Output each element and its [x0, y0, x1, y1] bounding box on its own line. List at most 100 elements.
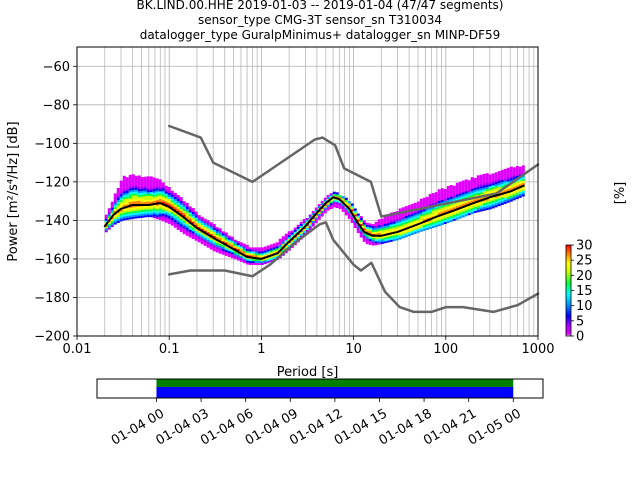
density-cell: [332, 203, 336, 206]
density-cell: [248, 258, 252, 262]
density-cell: [455, 186, 459, 189]
density-cell: [215, 232, 219, 236]
density-cell: [353, 210, 357, 213]
density-cell: [122, 191, 126, 194]
density-cell: [155, 178, 159, 181]
density-cell: [152, 208, 156, 211]
density-cell: [272, 245, 276, 248]
colorbar-gradient: [565, 244, 572, 337]
density-cell: [350, 207, 354, 210]
density-cell: [380, 235, 384, 239]
density-cell: [185, 208, 189, 211]
density-cell: [125, 209, 129, 213]
density-cell: [293, 227, 297, 230]
density-cell: [110, 207, 114, 210]
density-cell: [365, 230, 369, 233]
density-cell: [440, 215, 444, 218]
colorbar-tick-label: 25: [576, 254, 593, 269]
density-cell: [476, 183, 480, 186]
density-cell: [116, 205, 120, 208]
density-cell: [455, 205, 459, 209]
density-cell: [296, 234, 300, 237]
density-cell: [491, 179, 495, 182]
density-cell: [263, 252, 267, 255]
density-cell: [119, 190, 123, 193]
density-cell: [308, 228, 312, 231]
density-cell: [152, 214, 156, 217]
density-cell: [437, 222, 441, 225]
density-cell: [119, 196, 123, 199]
density-cell: [122, 193, 126, 196]
density-cell: [512, 190, 516, 193]
density-cell: [173, 192, 177, 196]
density-cell: [113, 206, 117, 210]
density-cell: [131, 178, 135, 181]
density-cell: [443, 204, 447, 207]
density-cell: [359, 221, 363, 225]
density-cell: [437, 223, 441, 227]
density-cell: [485, 173, 489, 176]
density-cell: [416, 203, 420, 206]
density-cell: [107, 225, 111, 228]
density-cell: [515, 189, 519, 192]
density-cell: [482, 204, 486, 207]
density-cell: [137, 198, 141, 201]
density-cell: [155, 184, 159, 187]
density-cell: [395, 222, 399, 225]
density-cell: [488, 185, 492, 189]
density-cell: [437, 195, 441, 198]
density-cell: [404, 225, 408, 228]
density-cell: [479, 174, 483, 177]
density-cell: [455, 217, 459, 220]
density-cell: [362, 239, 366, 242]
density-cell: [263, 258, 267, 261]
density-cell: [401, 222, 405, 225]
density-cell: [404, 206, 408, 209]
density-cell: [509, 178, 513, 181]
density-cell: [392, 225, 396, 228]
density-cell: [203, 243, 207, 246]
density-cell: [179, 202, 183, 206]
density-cell: [407, 222, 411, 225]
density-cell: [167, 200, 171, 203]
density-cell: [503, 195, 507, 199]
density-cell: [509, 183, 513, 187]
density-cell: [458, 202, 462, 206]
density-cell: [398, 218, 402, 221]
density-cell: [209, 222, 213, 225]
density-cell: [461, 203, 465, 206]
density-cell: [410, 207, 414, 210]
density-cell: [176, 194, 180, 198]
density-cell: [482, 173, 486, 177]
density-cell: [254, 251, 258, 254]
density-cell: [131, 193, 135, 196]
density-cell: [161, 199, 165, 203]
density-cell: [374, 227, 378, 230]
density-cell: [455, 190, 459, 193]
density-cell: [500, 170, 504, 173]
density-cell: [464, 202, 468, 205]
density-cell: [203, 224, 207, 227]
density-cell: [161, 219, 165, 222]
density-cell: [290, 234, 294, 237]
density-cell: [137, 188, 141, 192]
density-cell: [419, 219, 423, 223]
density-cell: [323, 205, 327, 208]
density-cell: [470, 207, 474, 211]
density-cell: [311, 211, 315, 214]
density-cell: [146, 187, 150, 191]
density-cell: [299, 221, 303, 225]
density-cell: [398, 214, 402, 217]
density-cell: [395, 236, 399, 239]
density-cell: [290, 240, 294, 243]
density-cell: [158, 183, 162, 186]
density-cell: [410, 217, 414, 220]
density-cell: [470, 192, 474, 195]
density-cell: [146, 189, 150, 193]
density-cell: [500, 171, 504, 175]
density-cell: [455, 202, 459, 205]
density-cell: [164, 218, 168, 221]
density-cell: [404, 235, 408, 238]
density-cell: [494, 172, 498, 175]
density-cell: [389, 233, 393, 237]
